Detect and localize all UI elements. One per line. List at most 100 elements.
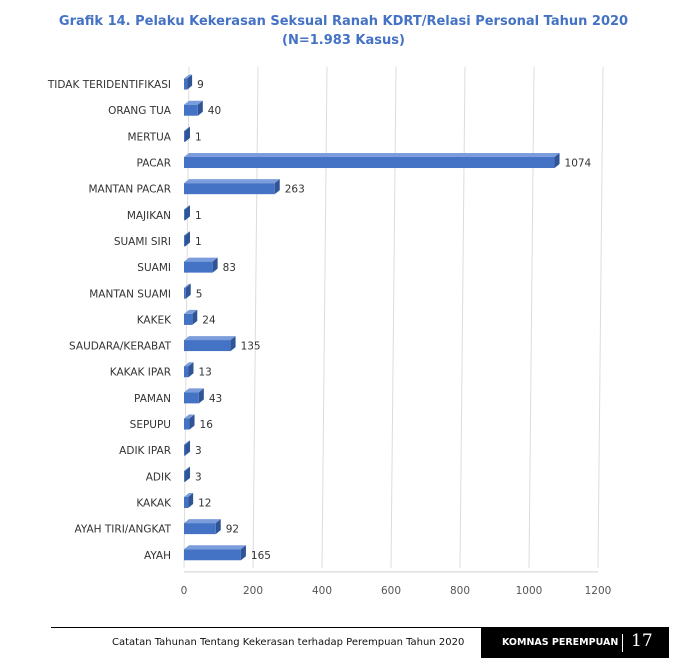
category-label: ORANG TUA xyxy=(108,105,172,117)
bar-top xyxy=(184,153,560,158)
gridline xyxy=(528,66,535,568)
bar xyxy=(184,78,188,90)
bar xyxy=(184,340,231,352)
data-label: 263 xyxy=(285,184,305,196)
bar-side xyxy=(185,466,191,482)
x-tick-label: 1200 xyxy=(585,585,612,597)
bar xyxy=(184,235,185,247)
bar-top xyxy=(184,362,194,367)
gridline xyxy=(459,66,466,568)
bar xyxy=(184,287,186,299)
bar xyxy=(184,130,185,142)
bar-top xyxy=(184,388,204,393)
chart-title-block: Grafik 14. Pelaku Kekerasan Seksual Rana… xyxy=(0,12,687,50)
bar-side xyxy=(185,231,190,247)
gridlines xyxy=(183,66,604,568)
page-number: 17 xyxy=(631,631,653,651)
bar-side xyxy=(189,414,195,430)
bar-top xyxy=(184,74,193,79)
footer-text: Catatan Tahunan Tentang Kekerasan terhad… xyxy=(112,637,465,648)
bar-side xyxy=(185,205,190,221)
category-label: SEPUPU xyxy=(130,419,171,431)
bar-side xyxy=(188,362,194,378)
bar-top xyxy=(184,231,190,236)
bar-side xyxy=(212,257,218,273)
data-label: 16 xyxy=(200,419,214,431)
bar-top xyxy=(184,179,280,184)
bar xyxy=(184,261,213,273)
bar xyxy=(184,104,198,116)
category-label: SUAMI xyxy=(137,262,171,274)
bar-top xyxy=(184,440,191,445)
bar-top xyxy=(184,205,190,210)
footer-brand-box: KOMNAS PEREMPUAN 17 xyxy=(481,628,669,658)
data-label: 1 xyxy=(195,236,202,248)
bar-top xyxy=(184,545,246,550)
category-label: ADIK IPAR xyxy=(119,445,171,457)
data-label: 5 xyxy=(196,288,203,300)
bar-top xyxy=(184,466,191,471)
bar-chart: 0 200 400 600 800 1000 1200 TIDAK TERIDENTIFIKA… xyxy=(47,66,612,597)
category-label: SUAMI SIRI xyxy=(114,236,171,248)
bar-side xyxy=(274,179,280,195)
gridline xyxy=(321,66,328,568)
bar xyxy=(184,470,186,482)
bar xyxy=(184,392,199,404)
bar-top xyxy=(184,100,203,105)
footer-brand: KOMNAS PEREMPUAN xyxy=(502,637,619,648)
data-label: 3 xyxy=(195,445,202,457)
x-tick-label: 1000 xyxy=(516,585,543,597)
data-label: 12 xyxy=(198,497,211,509)
bar-side xyxy=(187,74,193,90)
footer-rule xyxy=(51,627,669,628)
x-tick-label: 0 xyxy=(181,585,188,597)
bar-side xyxy=(198,388,204,404)
bar-top xyxy=(184,492,194,497)
category-label: KAKAK IPAR xyxy=(110,367,171,379)
bar-side xyxy=(554,153,560,169)
data-label: 13 xyxy=(198,367,211,379)
data-label: 135 xyxy=(241,341,261,353)
data-label: 3 xyxy=(195,471,202,483)
category-label: PAMAN xyxy=(134,393,171,405)
x-tick-label: 200 xyxy=(243,585,263,597)
category-label: AYAH xyxy=(144,550,171,562)
x-tick-label: 400 xyxy=(312,585,332,597)
footer-separator xyxy=(622,634,623,652)
bar-top xyxy=(184,257,218,262)
data-label: 1 xyxy=(195,131,202,143)
data-label: 24 xyxy=(202,314,216,326)
category-label: KAKAK xyxy=(136,497,172,509)
bar-side xyxy=(185,126,190,142)
bar-side xyxy=(230,336,236,352)
bar-top xyxy=(184,414,195,419)
gridline xyxy=(597,66,604,568)
bar xyxy=(184,444,186,456)
bar-side xyxy=(192,309,198,325)
data-label: 40 xyxy=(208,105,221,117)
category-label: MANTAN PACAR xyxy=(88,184,171,196)
category-label: MAJIKAN xyxy=(127,210,171,222)
bar xyxy=(184,209,185,221)
x-tick-label: 800 xyxy=(450,585,470,597)
chart-subtitle: (N=1.983 Kasus) xyxy=(282,33,405,48)
data-label: 9 xyxy=(197,79,204,91)
bar-top xyxy=(184,309,198,314)
bar xyxy=(184,418,190,430)
bar-side xyxy=(240,545,246,561)
bar-top xyxy=(184,126,190,131)
category-label: SAUDARA/KERABAT xyxy=(69,341,172,353)
bar xyxy=(184,313,193,325)
bar-top xyxy=(184,336,236,341)
bar-side xyxy=(188,492,194,508)
bar xyxy=(184,366,189,378)
category-label: MERTUA xyxy=(127,131,171,143)
bar xyxy=(184,183,275,195)
data-label: 1 xyxy=(195,210,202,222)
data-label: 83 xyxy=(223,262,236,274)
bar xyxy=(184,157,555,169)
bar-top xyxy=(184,283,191,288)
category-label: KAKEK xyxy=(137,314,172,326)
category-label: PACAR xyxy=(137,158,171,170)
bar-top xyxy=(184,519,221,524)
